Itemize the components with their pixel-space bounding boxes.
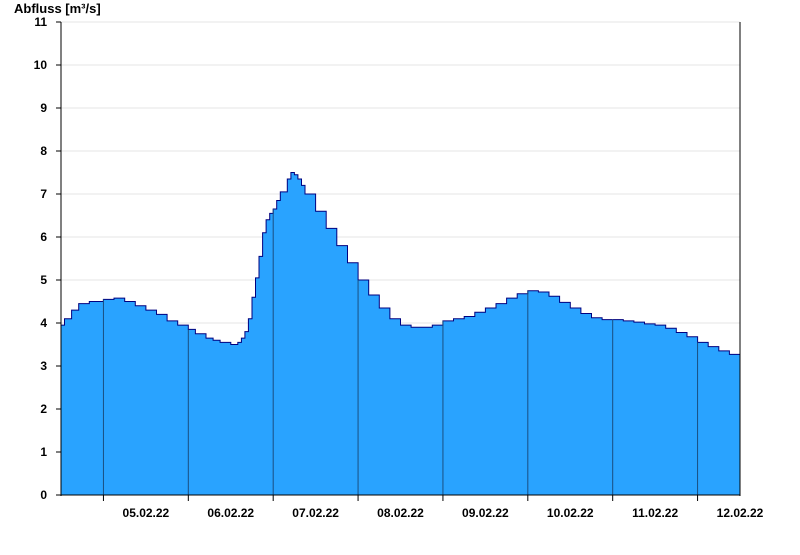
- x-tick-label: 10.02.22: [547, 506, 594, 520]
- x-tick-label: 05.02.22: [123, 506, 170, 520]
- y-tick-label: 9: [40, 101, 47, 115]
- x-tick-label: 12.02.22: [717, 506, 764, 520]
- y-tick-label: 3: [40, 359, 47, 373]
- x-tick-label: 09.02.22: [462, 506, 509, 520]
- y-tick-label: 7: [40, 187, 47, 201]
- series-area: [61, 172, 740, 495]
- series-line: [61, 172, 741, 358]
- y-axis-title: Abfluss [m³/s]: [14, 1, 101, 16]
- y-tick-label: 5: [40, 273, 47, 287]
- axes: [56, 21, 741, 501]
- x-tick-label: 06.02.22: [207, 506, 254, 520]
- x-tick-label: 08.02.22: [377, 506, 424, 520]
- tick-labels: 0 1 2 3 4 5 6 7 8 9 10 11 05.02.22 06.02.22 07.02.22 08…: [34, 15, 764, 520]
- x-tick-label: 07.02.22: [292, 506, 339, 520]
- y-tick-label: 0: [40, 488, 47, 502]
- y-tick-label: 4: [40, 316, 47, 330]
- x-tick-label: 11.02.22: [632, 506, 678, 520]
- data-area-layer: [61, 172, 741, 495]
- y-tick-label: 10: [34, 58, 48, 72]
- y-tick-label: 8: [40, 144, 47, 158]
- y-tick-label: 2: [40, 402, 47, 416]
- y-tick-label: 11: [34, 15, 47, 29]
- y-tick-label: 1: [40, 445, 47, 459]
- y-tick-label: 6: [40, 230, 47, 244]
